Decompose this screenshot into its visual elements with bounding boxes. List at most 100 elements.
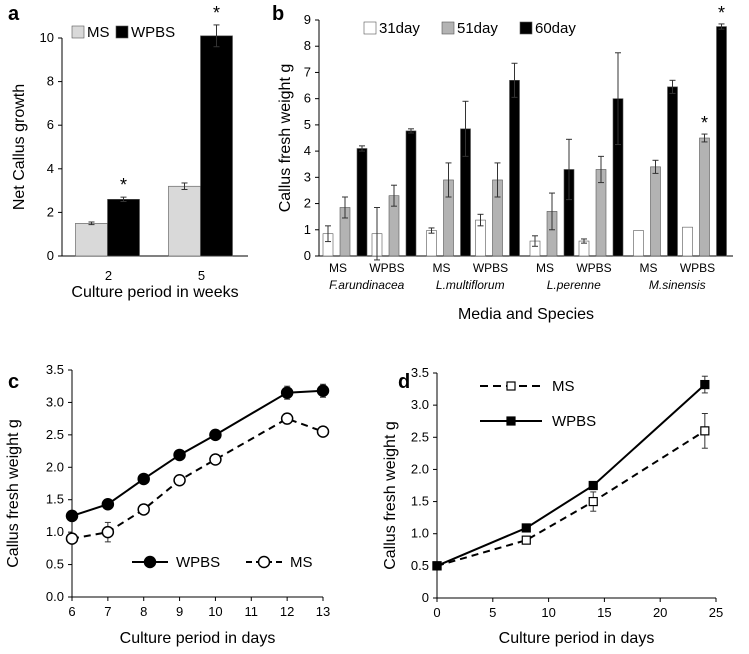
b-bar bbox=[426, 230, 437, 257]
c-y-tick-label: 0.0 bbox=[46, 589, 64, 604]
c-series-line bbox=[71, 417, 324, 540]
c-data-point bbox=[280, 386, 294, 399]
a-bar bbox=[168, 185, 201, 257]
c-x-tick-label: 6 bbox=[68, 604, 75, 619]
b-y-tick-label: 9 bbox=[304, 12, 311, 27]
a-y-tick-label: 4 bbox=[47, 161, 54, 176]
c-legend-label: MS bbox=[290, 554, 313, 571]
d-x-tick-label: 0 bbox=[433, 605, 440, 620]
c-x-axis-title: Culture period in days bbox=[120, 630, 276, 647]
a-y-tick-label: 8 bbox=[47, 74, 54, 89]
d-y-tick-label: 1.0 bbox=[411, 526, 429, 541]
c-legend-marker bbox=[143, 555, 157, 569]
a-significance-mark: * bbox=[213, 3, 220, 23]
c-data-point bbox=[101, 498, 115, 511]
c-data-point bbox=[101, 525, 115, 539]
b-legend-swatch bbox=[441, 21, 455, 35]
c-y-tick-label: 3.0 bbox=[46, 394, 64, 409]
c-x-tick-label: 13 bbox=[316, 604, 330, 619]
c-x-tick-label: 7 bbox=[104, 604, 111, 619]
c-legend-marker bbox=[257, 555, 271, 569]
d-y-tick-label: 0.5 bbox=[411, 558, 429, 573]
c-data-point bbox=[137, 472, 150, 486]
b-y-tick-label: 5 bbox=[304, 117, 311, 132]
d-x-tick-label: 10 bbox=[541, 605, 555, 620]
b-x-axis-title: Media and Species bbox=[458, 306, 594, 323]
a-x-tick-label: 5 bbox=[198, 268, 205, 283]
d-data-point bbox=[432, 561, 442, 571]
b-media-label: WPBS bbox=[369, 261, 404, 275]
d-y-tick-label: 0 bbox=[422, 590, 429, 605]
c-x-tick-label: 11 bbox=[245, 604, 259, 619]
c-data-point bbox=[209, 428, 222, 442]
d-data-point bbox=[700, 426, 710, 436]
c-data-point bbox=[209, 453, 222, 466]
b-legend-swatch bbox=[519, 21, 533, 35]
b-legend-swatch bbox=[363, 21, 377, 35]
d-y-tick-label: 2.0 bbox=[411, 461, 429, 476]
b-species-label: L.multiflorum bbox=[436, 278, 505, 292]
c-data-point bbox=[173, 474, 186, 487]
d-data-point bbox=[521, 523, 531, 533]
c-x-tick-label: 10 bbox=[208, 604, 222, 619]
c-data-point bbox=[173, 448, 186, 462]
c-data-point bbox=[65, 509, 79, 523]
b-bar bbox=[405, 130, 417, 257]
c-legend-label: WPBS bbox=[176, 554, 220, 571]
c-data-point bbox=[316, 425, 330, 438]
a-legend-label: MS bbox=[87, 24, 110, 41]
c-data-point bbox=[280, 412, 294, 425]
c-data-point bbox=[137, 503, 150, 516]
b-legend-label: 51day bbox=[457, 20, 498, 37]
b-media-label: WPBS bbox=[473, 261, 508, 275]
panel-label-d: d bbox=[398, 371, 410, 393]
b-y-tick-label: 0 bbox=[304, 248, 311, 263]
d-legend-label: MS bbox=[552, 378, 575, 395]
b-y-tick-label: 2 bbox=[304, 196, 311, 211]
b-bar bbox=[699, 137, 710, 257]
c-y-tick-label: 2.0 bbox=[46, 459, 64, 474]
d-x-tick-label: 20 bbox=[653, 605, 667, 620]
d-y-tick-label: 3.0 bbox=[411, 397, 429, 412]
b-media-label: WPBS bbox=[680, 261, 715, 275]
a-y-tick-label: 10 bbox=[40, 30, 54, 45]
c-y-axis-title: Callus fresh weight g bbox=[5, 419, 22, 568]
d-legend-marker bbox=[506, 381, 516, 391]
a-y-axis-title: Net Callus growth bbox=[11, 84, 28, 210]
a-legend-swatch bbox=[115, 25, 129, 39]
b-media-label: MS bbox=[536, 261, 554, 275]
b-bar bbox=[509, 80, 520, 257]
d-series-line bbox=[436, 383, 706, 567]
a-bar bbox=[75, 223, 108, 257]
a-x-axis-title: Culture period in weeks bbox=[71, 284, 238, 301]
b-legend-label: 60day bbox=[535, 20, 576, 37]
d-data-point bbox=[700, 379, 710, 390]
b-species-label: F.arundinacea bbox=[329, 278, 404, 292]
b-bar bbox=[682, 226, 693, 257]
c-y-tick-label: 1.5 bbox=[46, 492, 64, 507]
c-data-point bbox=[65, 532, 79, 545]
panel-label-c: c bbox=[8, 371, 19, 393]
b-y-tick-label: 7 bbox=[304, 64, 311, 79]
a-y-tick-label: 0 bbox=[47, 248, 54, 263]
panel-label-b: b bbox=[272, 3, 284, 25]
a-significance-mark: * bbox=[120, 175, 127, 195]
b-species-label: M.sinensis bbox=[649, 278, 706, 292]
d-data-point bbox=[588, 496, 598, 507]
d-x-tick-label: 25 bbox=[709, 605, 723, 620]
a-legend-swatch bbox=[71, 25, 85, 39]
b-bar bbox=[667, 86, 678, 257]
b-y-tick-label: 4 bbox=[304, 143, 311, 158]
b-y-tick-label: 8 bbox=[304, 38, 311, 53]
d-x-axis-title: Culture period in days bbox=[499, 630, 655, 647]
b-media-label: MS bbox=[329, 261, 347, 275]
b-significance-mark: * bbox=[718, 3, 725, 23]
b-y-tick-label: 1 bbox=[304, 222, 311, 237]
d-legend-label: WPBS bbox=[552, 413, 596, 430]
d-x-tick-label: 15 bbox=[597, 605, 611, 620]
c-y-tick-label: 2.5 bbox=[46, 427, 64, 442]
d-data-point bbox=[588, 480, 598, 491]
b-legend-label: 31day bbox=[379, 20, 420, 37]
a-legend-label: WPBS bbox=[131, 24, 175, 41]
d-x-tick-label: 5 bbox=[489, 605, 496, 620]
